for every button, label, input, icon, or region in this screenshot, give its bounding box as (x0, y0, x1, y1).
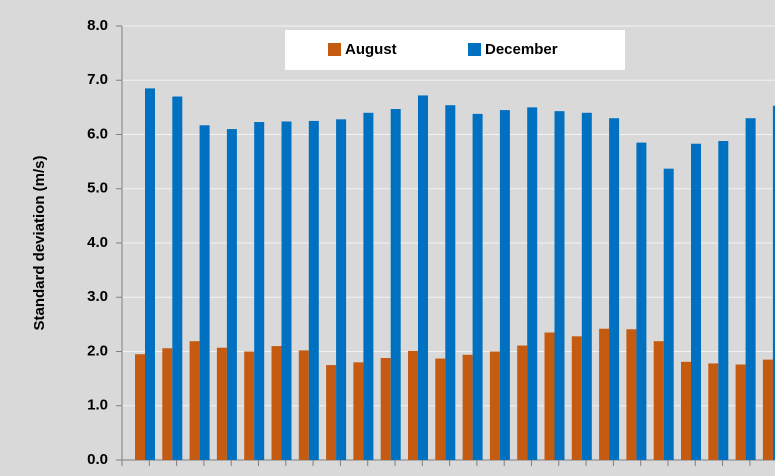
bar (708, 363, 719, 460)
bar (544, 332, 555, 460)
bar (609, 118, 620, 460)
bar (435, 358, 446, 460)
bar (653, 341, 664, 460)
bar (772, 105, 775, 460)
bar (162, 348, 173, 460)
y-tick-label: 7.0 (87, 71, 108, 88)
bar (718, 141, 729, 460)
bar (216, 347, 227, 460)
bar (298, 350, 309, 460)
bar (418, 95, 428, 460)
bar (281, 121, 292, 460)
legend-swatch (328, 43, 341, 56)
bar (571, 336, 582, 460)
bar (636, 142, 647, 460)
bar (691, 143, 701, 460)
bar (199, 125, 210, 460)
bar (226, 129, 237, 460)
bar (308, 120, 319, 460)
legend-box (285, 30, 625, 70)
y-tick-label: 3.0 (87, 288, 108, 305)
bar (499, 110, 510, 461)
y-tick-label: 2.0 (87, 342, 108, 359)
bar (663, 168, 674, 461)
y-tick-label: 4.0 (87, 234, 108, 251)
bar (681, 361, 691, 460)
y-tick-label: 6.0 (87, 125, 108, 142)
bar (408, 350, 418, 460)
bar (135, 354, 145, 460)
bar (189, 341, 200, 460)
bar (271, 346, 282, 460)
bar (145, 88, 155, 460)
bar (336, 119, 347, 460)
legend-label: December (485, 41, 558, 58)
bar (254, 122, 265, 461)
bar (554, 111, 565, 461)
bar (517, 345, 528, 460)
bar (581, 112, 592, 461)
legend-label: August (345, 41, 397, 58)
legend-swatch (468, 43, 481, 56)
bar (599, 328, 610, 460)
bar (472, 113, 483, 460)
bar (390, 109, 401, 460)
bar (762, 359, 773, 460)
bar (172, 96, 183, 461)
bar (462, 354, 473, 460)
bar (489, 351, 500, 460)
bar (745, 118, 756, 460)
bar (527, 107, 538, 460)
bar (244, 351, 255, 460)
bar (353, 362, 364, 460)
y-tick-label: 5.0 (87, 180, 108, 197)
bar (626, 329, 637, 460)
y-axis-label: Standard deviation (m/s) (31, 155, 48, 330)
y-tick-label: 0.0 (87, 451, 108, 468)
bar (326, 365, 337, 460)
bar (735, 364, 746, 460)
bar (445, 105, 456, 460)
bar (363, 112, 374, 461)
bar (380, 358, 391, 460)
y-tick-label: 8.0 (87, 17, 108, 34)
y-tick-label: 1.0 (87, 397, 108, 414)
